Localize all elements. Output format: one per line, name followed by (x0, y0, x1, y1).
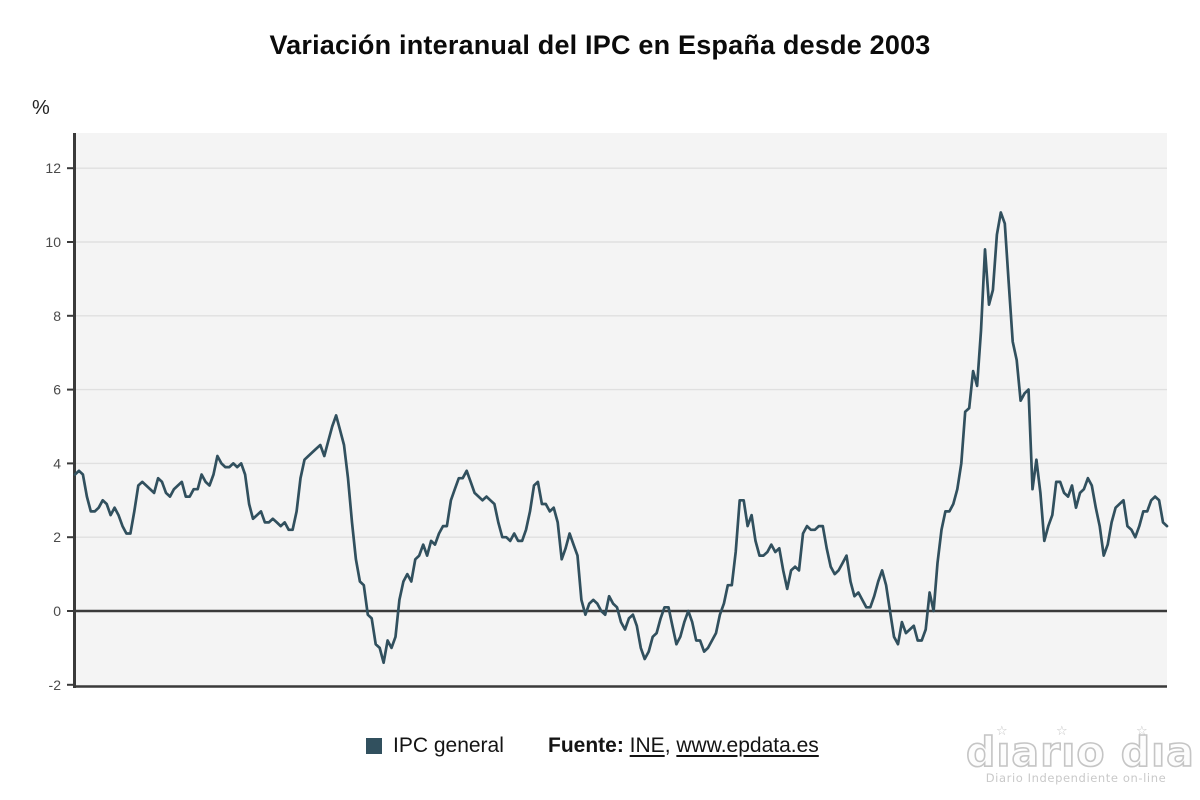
watermark-logo-text: dıarıo dıa ☆ ☆ ☆ (965, 724, 1195, 776)
y-tick-label: 2 (53, 529, 61, 545)
ipc-general-line (73, 211, 1169, 665)
source-link-epdata[interactable]: www.epdata.es (676, 734, 819, 757)
y-tick-label: 4 (53, 455, 61, 471)
diario-dia-watermark: dıarıo dıa ☆ ☆ ☆ Diario Independiente on… (965, 724, 1195, 786)
plot-background (75, 133, 1167, 688)
y-axis-unit-label: % (32, 97, 50, 119)
star-icon: ☆ (1056, 724, 1069, 739)
legend-swatch (366, 738, 382, 754)
source-line: Fuente: INE, www.epdata.es (548, 734, 819, 758)
source-prefix: Fuente: (548, 734, 624, 757)
chart-title: Variación interanual del IPC en España d… (269, 30, 931, 60)
y-tick-label: 12 (45, 160, 61, 176)
star-icon: ☆ (996, 724, 1009, 739)
y-tick-label: 8 (53, 308, 61, 324)
y-tick-label: 10 (45, 234, 61, 250)
source-separator: , (664, 734, 677, 757)
legend-label: IPC general (393, 734, 504, 757)
y-tick-label: 0 (53, 603, 61, 619)
watermark-tagline: Diario Independiente on-line (985, 771, 1167, 786)
star-icon: ☆ (1136, 724, 1149, 739)
source-link-ine[interactable]: INE (629, 734, 665, 757)
y-tick-label: -2 (49, 677, 62, 693)
legend-item-ipc-general[interactable]: IPC general (366, 734, 504, 758)
y-tick-label: 6 (53, 382, 61, 398)
